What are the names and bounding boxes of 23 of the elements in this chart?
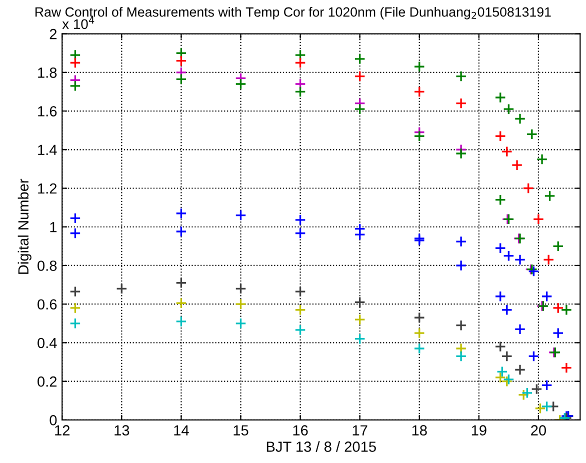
x-tick-label: 16 bbox=[293, 425, 308, 436]
x-tick-label: 18 bbox=[412, 425, 427, 436]
y-tick-label: 1 bbox=[50, 222, 57, 232]
y-tick-label: 0 bbox=[50, 415, 57, 426]
y-tick-label: 2 bbox=[50, 28, 57, 40]
x-axis-title: BJT 13 / 8 / 2015 bbox=[266, 441, 376, 452]
y-tick-label: 1.6 bbox=[38, 106, 57, 116]
x-tick-label: 20 bbox=[531, 425, 546, 436]
y-axis-title: Digital Number bbox=[18, 178, 32, 274]
x-tick-label: 15 bbox=[234, 425, 248, 436]
y-tick-label: 1.4 bbox=[38, 144, 57, 155]
x-tick-label: 17 bbox=[352, 425, 368, 436]
x-tick-label: 13 bbox=[114, 425, 130, 436]
y-tick-label: 1.8 bbox=[38, 68, 57, 78]
y-tick-label: 0.8 bbox=[38, 260, 57, 271]
x-tick-label: 14 bbox=[174, 425, 189, 436]
x-tick-label: 19 bbox=[472, 425, 486, 436]
y-tick-label: 1.2 bbox=[38, 183, 57, 194]
y-tick-label: 0.6 bbox=[38, 299, 57, 310]
y-tick-label: 0.2 bbox=[38, 376, 57, 387]
x-tick-label: 12 bbox=[55, 425, 70, 436]
text: x 10$^{4}$ bbox=[62, 16, 94, 30]
y-tick-label: 0.4 bbox=[38, 338, 57, 348]
